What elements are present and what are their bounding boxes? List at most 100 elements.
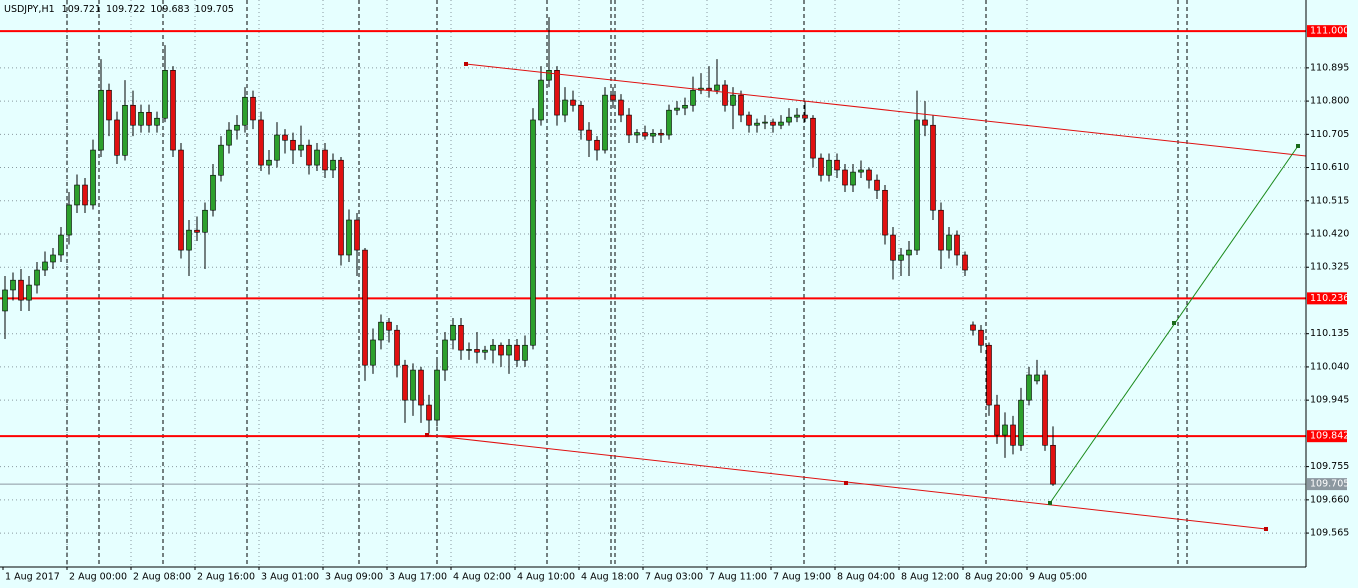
candle-body (530, 119, 536, 346)
x-tick-label: 2 Aug 00:00 (69, 572, 127, 583)
candle-body (274, 134, 280, 161)
candle-body (946, 234, 952, 251)
candle-body (834, 159, 840, 171)
candle-body (562, 99, 568, 116)
candle-body (810, 117, 816, 159)
candle-body (42, 261, 48, 271)
y-tick-label: 110.705 (1310, 129, 1349, 140)
trendlines (425, 62, 1307, 531)
x-tick-label: 7 Aug 11:00 (709, 572, 767, 583)
candle-body (386, 321, 392, 331)
candle-body (786, 116, 792, 123)
candle-body (410, 369, 416, 401)
x-tick-label: 4 Aug 18:00 (581, 572, 639, 583)
quote-header: USDJPY,H1 109.721 109.722 109.683 109.70… (4, 4, 234, 15)
candle-body (618, 99, 624, 116)
candle-body (634, 132, 640, 136)
candle-body (490, 344, 496, 351)
candle-body (1010, 424, 1016, 446)
x-tick-label: 8 Aug 20:00 (965, 572, 1023, 583)
candle-body (330, 159, 336, 171)
candle-body (370, 339, 376, 366)
y-tick-label: 110.895 (1310, 62, 1349, 73)
y-tick-label: 110.420 (1310, 229, 1349, 240)
candle-body (194, 229, 200, 233)
candle-body (770, 121, 776, 126)
candle-body (354, 219, 360, 251)
candle-body (482, 349, 488, 353)
y-tick-label: 110.800 (1310, 96, 1349, 107)
candle-body (938, 209, 944, 251)
candle-body (570, 99, 576, 106)
price-level-label: 110.236 (1310, 293, 1349, 304)
candle-body (290, 139, 296, 151)
candle-body (578, 104, 584, 131)
quote-close: 109.705 (195, 4, 234, 15)
price-level-label: 109.842 (1310, 431, 1349, 442)
candle-body (746, 114, 752, 126)
candle-body (114, 119, 120, 156)
candle-body (146, 111, 152, 126)
candle-body (826, 159, 832, 176)
candle-body (266, 159, 272, 166)
candle-body (74, 184, 80, 206)
candle-body (346, 219, 352, 256)
price-level-label-box (1307, 292, 1347, 305)
candle-body (586, 129, 592, 141)
candle-body (522, 344, 528, 361)
candle-body (122, 104, 128, 156)
candle-body (434, 369, 440, 421)
candle-body (186, 229, 192, 251)
symbol: USDJPY,H1 (4, 4, 55, 15)
candle-body (418, 369, 424, 406)
candle-body (2, 289, 8, 312)
separators (66, 0, 1188, 567)
candle-body (90, 149, 96, 206)
candle-body (218, 144, 224, 176)
candle-body (642, 132, 648, 137)
candles (2, 17, 1056, 486)
candle-body (610, 94, 616, 101)
candle-body (26, 284, 32, 301)
anchor (1048, 501, 1052, 505)
candle-body (466, 349, 472, 351)
candle-body (898, 254, 904, 261)
candle-body (426, 404, 432, 421)
x-tick-label: 4 Aug 02:00 (453, 572, 511, 583)
y-tick-label: 110.515 (1310, 195, 1349, 206)
candle-body (666, 109, 672, 136)
candle-body (1050, 444, 1056, 485)
candle-body (170, 70, 176, 151)
candle-body (162, 70, 168, 119)
candle-body (738, 94, 744, 116)
quote-low: 109.683 (150, 4, 189, 15)
candle-body (58, 234, 64, 256)
candle-body (554, 70, 560, 116)
x-tick-label: 2 Aug 08:00 (133, 572, 191, 583)
candle-body (794, 114, 800, 118)
candle-body (754, 122, 760, 126)
candle-body (178, 149, 184, 251)
candle-body (850, 171, 856, 186)
x-tick-label: 3 Aug 17:00 (389, 572, 447, 583)
grid (0, 0, 1306, 567)
candle-body (802, 114, 808, 119)
x-tick-label: 1 Aug 2017 (5, 572, 60, 583)
candle-body (882, 189, 888, 236)
quote-high: 109.722 (106, 4, 145, 15)
y-tick-label: 110.325 (1310, 262, 1349, 273)
anchor (1296, 144, 1300, 148)
candle-body (66, 204, 72, 236)
candle-body (442, 339, 448, 371)
candle-body (690, 89, 696, 106)
y-tick-label: 110.135 (1310, 328, 1349, 339)
candle-body (314, 149, 320, 166)
candle-body (722, 84, 728, 106)
candle-body (954, 234, 960, 256)
y-tick-label: 110.610 (1310, 162, 1349, 173)
candle-body (154, 117, 160, 126)
candle-body (378, 321, 384, 341)
candle-body (1026, 374, 1032, 401)
